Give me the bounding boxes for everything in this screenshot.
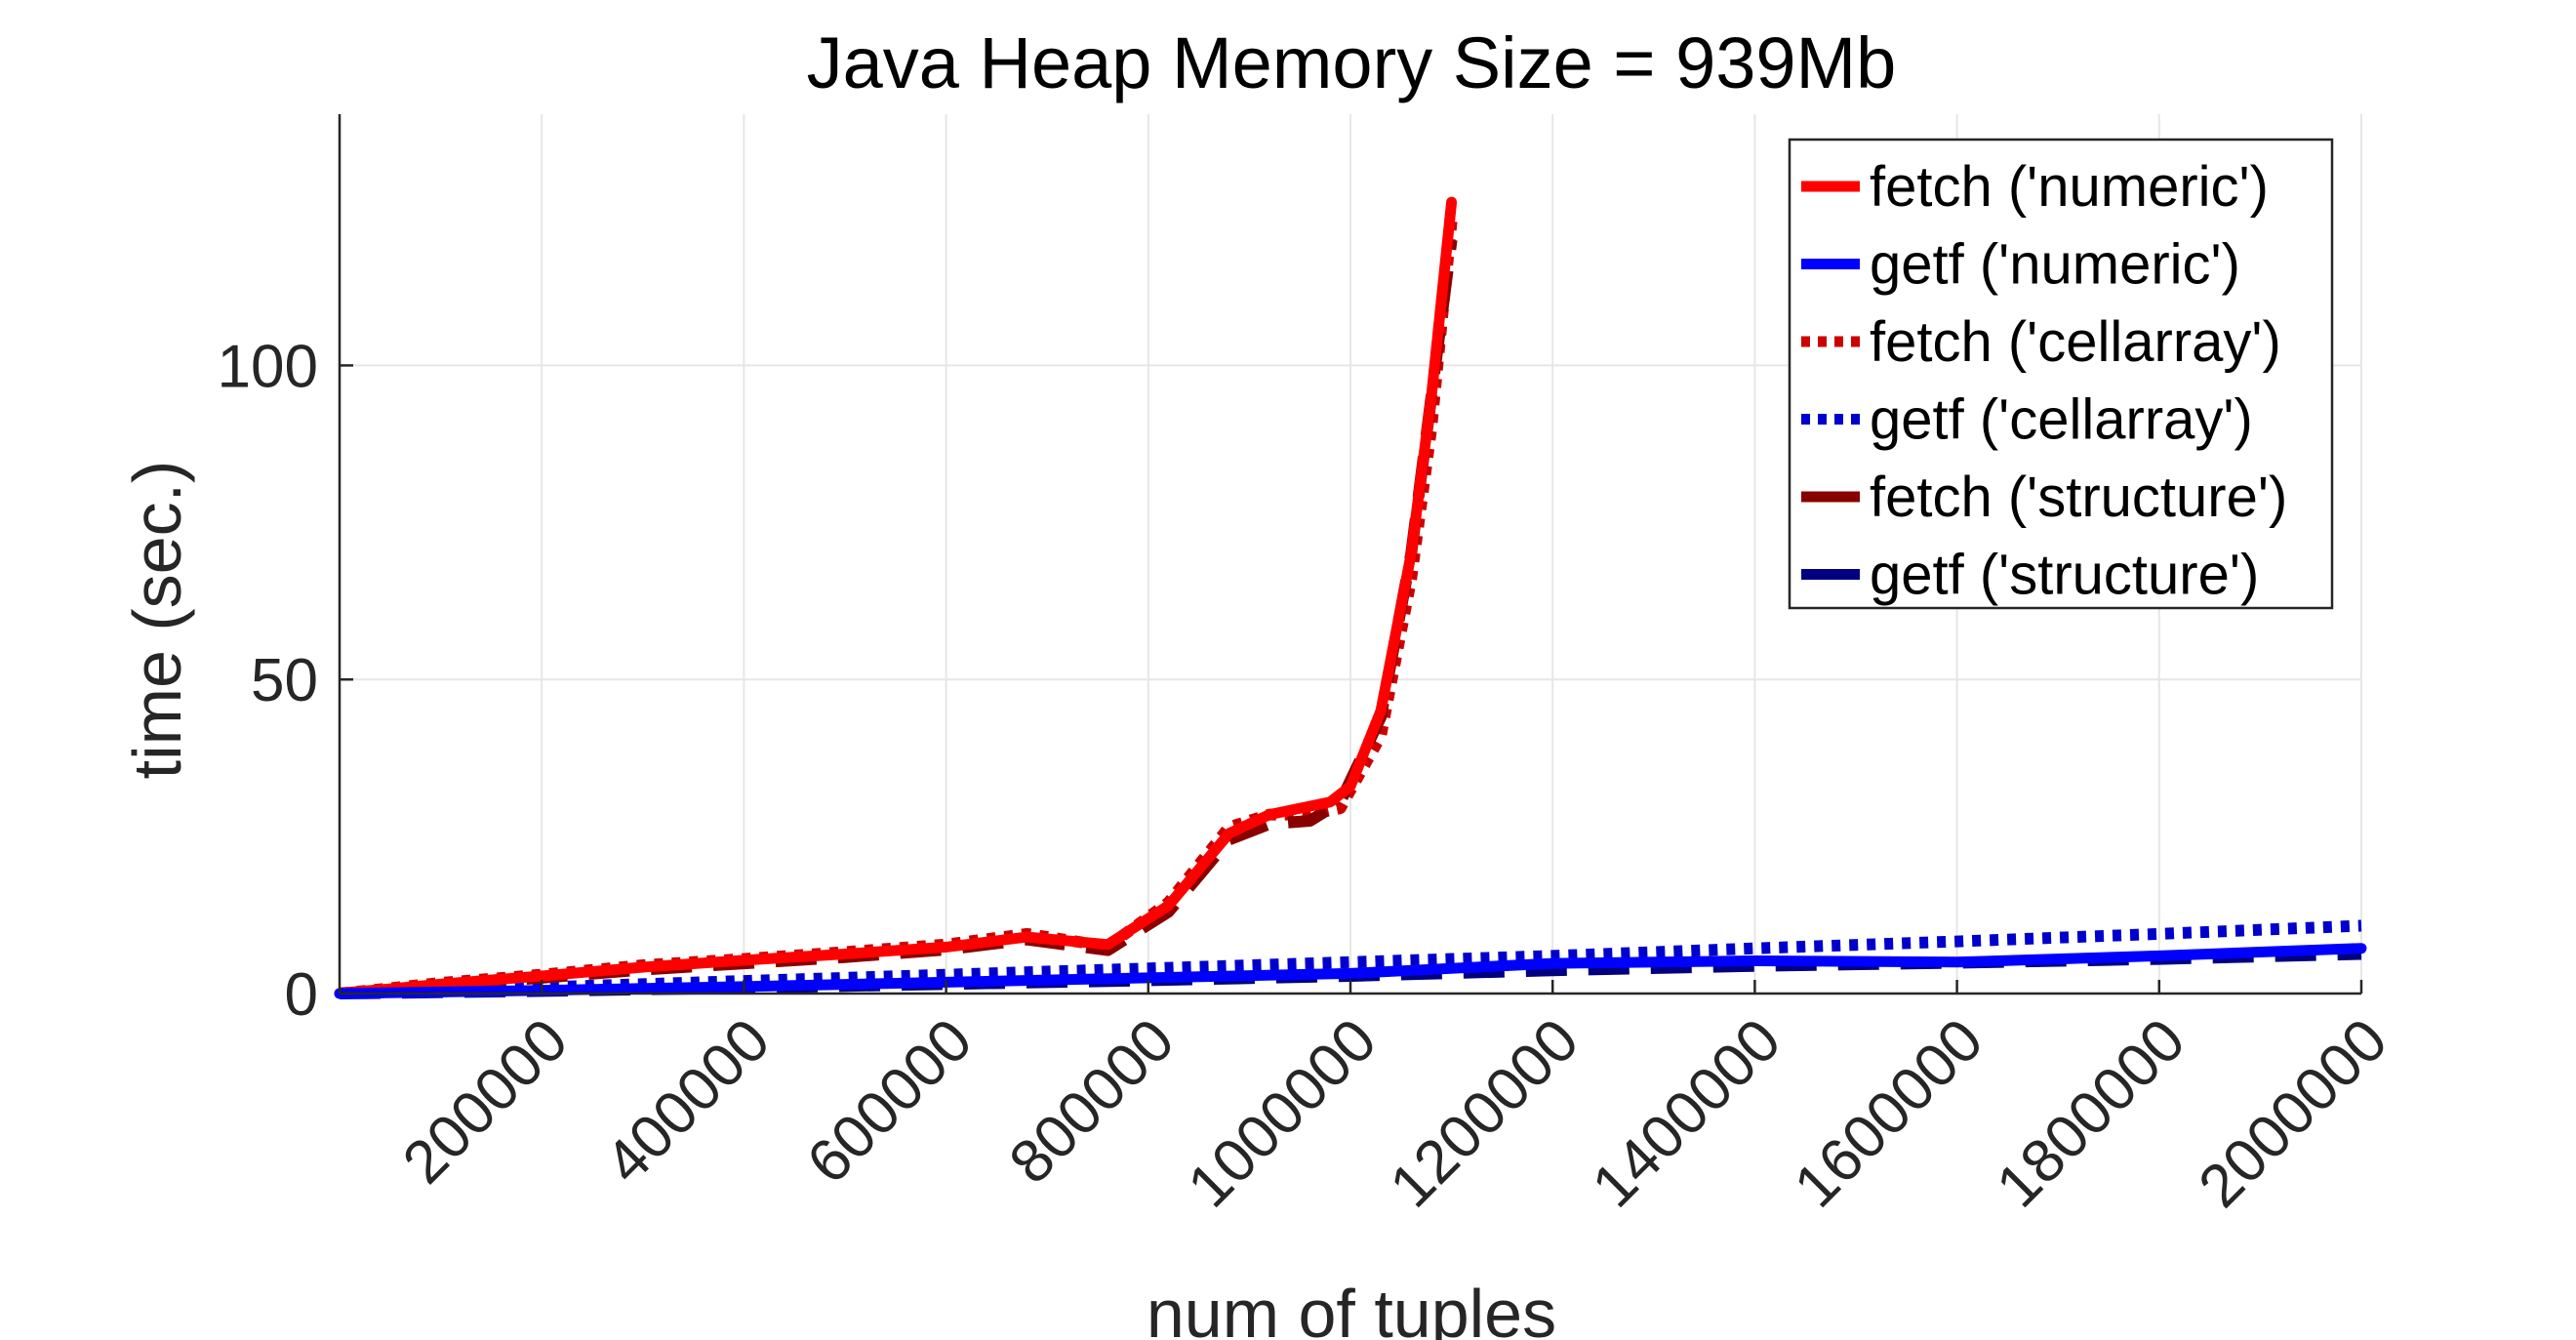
series-line-1 [334, 943, 2367, 999]
legend-label: getf ('numeric') [1870, 233, 2240, 297]
legend: fetch ('numeric') getf ('numeric') fetch (… [1788, 138, 2334, 610]
x-tick-label: 2000000 [2186, 1006, 2399, 1220]
y-tick-label: 100 [218, 333, 318, 400]
series-line-0 [334, 196, 1458, 999]
x-tick-label: 200000 [390, 1006, 581, 1197]
x-tick-label: 1200000 [1378, 1006, 1591, 1220]
series-line-4 [339, 238, 1458, 999]
legend-label: getf ('structure') [1870, 544, 2259, 607]
x-tick-label: 1400000 [1580, 1006, 1793, 1220]
x-axis-label: num of tuples [1147, 1276, 1556, 1340]
y-axis-label: time (sec.) [119, 461, 195, 780]
y-tick-label: 0 [285, 961, 318, 1029]
legend-label: fetch ('structure') [1870, 466, 2287, 529]
x-tick-label: 800000 [997, 1006, 1187, 1197]
x-tick-label: 1800000 [1984, 1006, 2197, 1220]
x-tick-label: 1000000 [1175, 1006, 1389, 1220]
x-tick-label: 400000 [592, 1006, 783, 1197]
x-tick-label: 1600000 [1782, 1006, 1995, 1220]
legend-label: fetch ('cellarray') [1870, 310, 2281, 374]
legend-label: getf ('cellarray') [1870, 388, 2253, 452]
axes [338, 114, 2363, 995]
y-tick-label: 50 [251, 647, 318, 714]
x-tick-label: 600000 [794, 1006, 985, 1197]
series-line-2 [339, 220, 1458, 999]
legend-box [1788, 138, 2334, 610]
chart-title: Java Heap Memory Size = 939Mb [807, 22, 1897, 103]
plot-lines [334, 196, 2367, 999]
legend-label: fetch ('numeric') [1870, 155, 2269, 219]
